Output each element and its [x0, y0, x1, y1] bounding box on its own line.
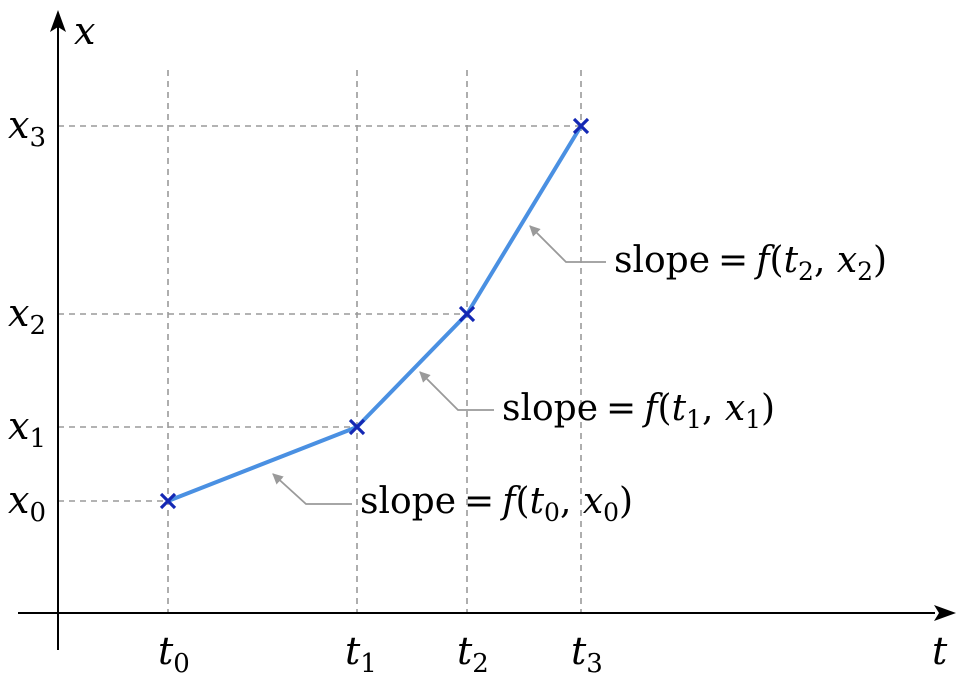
- t-tick-label-2: t2: [457, 629, 489, 679]
- point-marker-0: [159, 492, 177, 510]
- x-tick-label-2: x2: [8, 291, 46, 341]
- slope-annotations: slope = f(t0, x0) slope = f(t1, x1) slope = f(…: [360, 240, 887, 527]
- horizontal-axis-label: t: [932, 629, 948, 673]
- slope-annotation-0: slope = f(t0, x0): [360, 481, 633, 527]
- x-tick-label-0: x0: [8, 478, 46, 528]
- point-marker-1: [348, 418, 366, 436]
- t-tick-label-3: t3: [571, 629, 603, 679]
- t-tick-label-0: t0: [158, 629, 190, 679]
- vertical-axis-arrow-icon: [50, 10, 66, 32]
- vertical-axis-label: x: [74, 9, 95, 53]
- point-marker-3: [572, 117, 590, 135]
- x-tick-labels: x3 x2 x1 x0: [8, 103, 46, 528]
- t-tick-labels: t0 t1 t2 t3: [158, 629, 603, 679]
- slope-leader-0: [272, 473, 352, 505]
- point-marker-2: [458, 305, 476, 323]
- point-markers: [159, 117, 590, 510]
- grid-lines: [58, 70, 582, 612]
- euler-approximation-line: [167, 124, 583, 503]
- slope-annotation-2: slope = f(t2, x2): [614, 240, 887, 286]
- slope-annotation-1: slope = f(t1, x1): [502, 388, 775, 434]
- slope-leader-1: [419, 371, 494, 411]
- t-tick-label-1: t1: [345, 629, 377, 679]
- slope-leaders: [272, 225, 606, 505]
- horizontal-axis-arrow-icon: [934, 605, 956, 621]
- axes: x t: [18, 9, 956, 673]
- x-tick-label-1: x1: [8, 404, 46, 454]
- x-tick-label-3: x3: [8, 103, 46, 153]
- slope-leader-2: [529, 225, 606, 263]
